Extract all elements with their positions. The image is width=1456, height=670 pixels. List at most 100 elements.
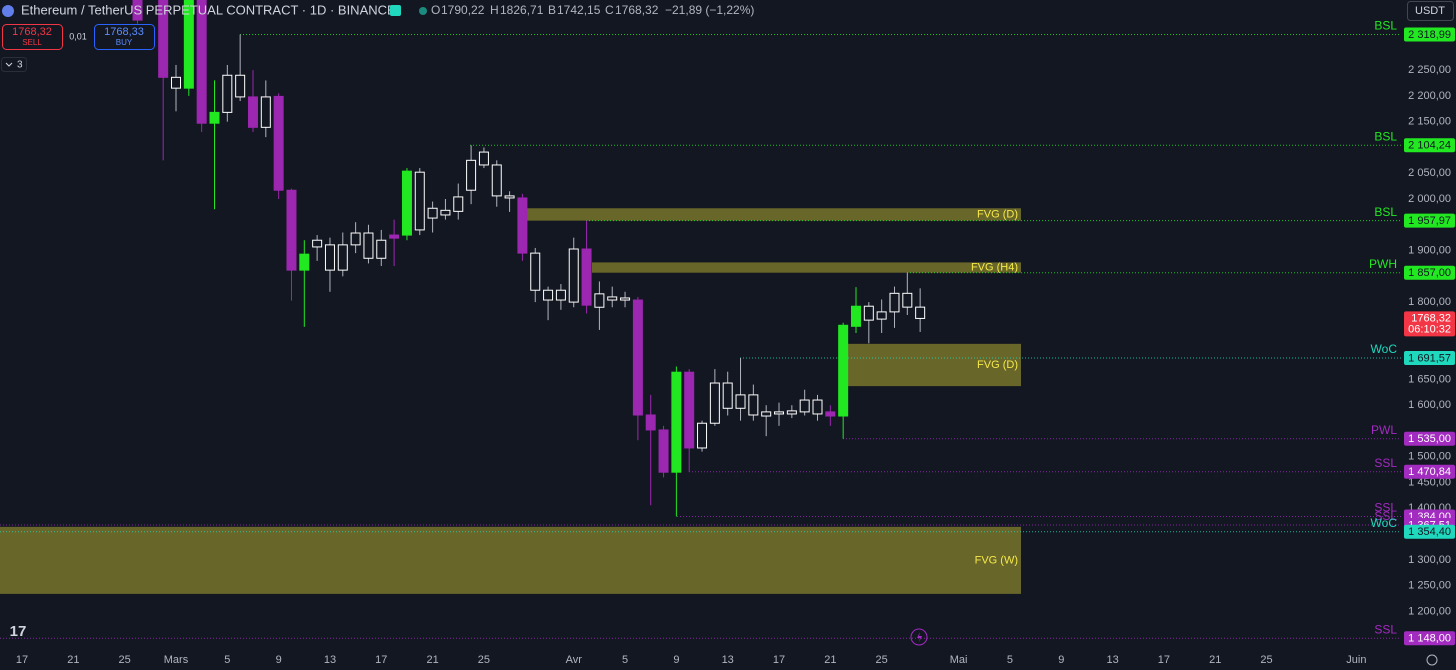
price-tag-label: 1 691,57 [1408,352,1451,364]
x-tick-label: 9 [276,654,282,666]
candle-body [748,394,759,416]
price-tag [1404,27,1455,42]
tv-logo[interactable]: 17 [10,623,27,640]
level-name: PWH [1369,257,1397,271]
candle-body [697,422,708,449]
candle-body [350,232,361,246]
buy-label: BUY [116,38,133,47]
layers-toggle[interactable] [1,57,27,72]
sell-button[interactable] [2,24,63,50]
sell-price: 1768,32 [12,26,52,38]
x-tick-label: Mars [164,654,189,666]
candle-body [709,382,720,424]
fvg-zone [592,262,1021,273]
candle-body [363,232,374,259]
currency-button[interactable] [1407,1,1454,21]
candle-body [478,151,489,166]
candle-body [889,292,900,313]
fvg-label: FVG (H4) [971,261,1018,273]
ohlc-label: H [490,3,499,17]
level-name: BSL [1374,129,1397,143]
ohlc-value: 1826,71 [500,3,544,17]
y-tick-label: 2 250,00 [1408,64,1451,76]
y-tick-label: 2 150,00 [1408,116,1451,128]
price-axis: 2 250,00 2 200,00 2 150,00 2 050,00 2 000,00… [1404,27,1455,646]
y-tick-label: 1 450,00 [1408,476,1451,488]
price-tag-label: 2 104,24 [1408,140,1451,152]
candle-body [401,170,412,236]
fvg-label: FVG (D) [977,359,1018,371]
candle-body [132,0,143,21]
ohlc-value: 1790,22 [441,3,485,17]
flag-icon[interactable] [390,5,401,16]
candle-body [466,159,477,191]
candle-body [209,111,220,124]
chevron [5,62,13,67]
candle-body [183,0,194,89]
candle-body [735,394,746,409]
price-tag-label: 1 148,00 [1408,633,1451,645]
change: −21,89 (−1,22%) [665,3,754,17]
settings-icon[interactable] [1426,654,1438,666]
candle-body [799,399,810,413]
candle-body [863,305,874,321]
candle-body [620,297,631,301]
currency: USDT [1415,5,1445,17]
fvg-zone [848,343,1021,387]
candle-body [158,0,169,78]
x-tick-label: 5 [224,654,230,666]
price-tag-label: 2 318,99 [1408,29,1451,41]
x-tick-label: 21 [426,654,438,666]
candle-body [517,197,528,254]
quantity[interactable]: 0,01 [69,31,87,41]
x-tick-label: 5 [622,654,628,666]
x-tick-label: 9 [673,654,679,666]
price-tag [1404,464,1455,479]
x-tick-label: 13 [722,654,734,666]
candle-body [273,95,284,191]
level-name: SSL [1374,456,1397,470]
candle-body [594,293,605,308]
candle-body [247,96,258,128]
y-tick-label: 2 050,00 [1408,167,1451,179]
candle-body [838,324,849,417]
x-tick-label: 25 [1260,654,1272,666]
level-name: SSL [1374,509,1397,523]
candle-body [645,414,656,431]
alert-icon[interactable] [910,628,928,646]
candle-body [876,311,887,320]
level-name: BSL [1374,205,1397,219]
candle-body [440,209,451,216]
sell-label: SELL [22,38,42,47]
candle-body [389,234,400,239]
candle-body [414,171,425,231]
buy-button[interactable] [94,24,155,50]
y-tick-label: 2 200,00 [1408,90,1451,102]
candle-body [786,410,797,415]
price-tag [1404,138,1455,153]
x-tick-label: 13 [1106,654,1118,666]
x-tick-label: 21 [824,654,836,666]
x-tick-label: 21 [1209,654,1221,666]
candle-body [915,306,926,319]
bolt [917,632,922,642]
candle-body [658,429,669,473]
candle-body [850,305,861,327]
x-tick-label: 21 [67,654,79,666]
fvg-zone [527,208,1021,221]
candle-body [607,296,618,301]
candle-body [260,96,271,128]
x-tick-label: 17 [773,654,785,666]
y-tick-label: 1 900,00 [1408,244,1451,256]
x-tick-label: 25 [119,654,131,666]
symbol-title[interactable]: Ethereum / TetherUS PERPETUAL CONTRACT ·… [21,2,396,17]
y-tick-label: 1 250,00 [1408,580,1451,592]
ohlc-label: C [605,3,614,17]
buy-price: 1768,33 [104,26,144,38]
price-tag [1404,213,1455,228]
candle-body [286,189,297,271]
y-tick-label: 1 650,00 [1408,373,1451,385]
countdown: 06:10:32 [1408,323,1451,335]
candle-body [453,196,464,212]
